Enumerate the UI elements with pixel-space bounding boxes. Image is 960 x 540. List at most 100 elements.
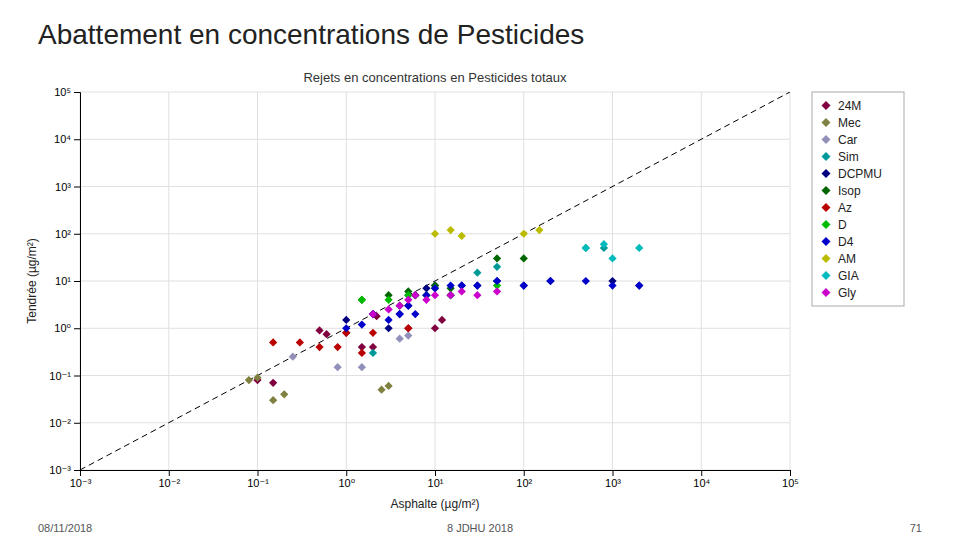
point xyxy=(269,396,277,404)
y-axis-tick: 10⁴ xyxy=(54,133,80,145)
y-axis-tick: 10¹ xyxy=(55,275,80,287)
y-axis-tick: 10⁰ xyxy=(54,322,80,334)
x-axis-tick: 10⁰ xyxy=(338,470,355,489)
y-axis-tick-label: 10⁻¹ xyxy=(49,370,71,382)
series xyxy=(245,374,393,405)
point xyxy=(396,302,404,310)
y-axis-tick-label: 10⁰ xyxy=(54,322,71,334)
point xyxy=(458,287,466,295)
point xyxy=(411,291,419,299)
x-axis-tick: 10⁻³ xyxy=(70,470,92,489)
point xyxy=(396,302,404,310)
point xyxy=(473,269,481,277)
point xyxy=(315,343,323,351)
point xyxy=(411,291,419,299)
point xyxy=(358,296,366,304)
point xyxy=(396,310,404,318)
legend-swatch xyxy=(822,135,831,144)
y-grid-line xyxy=(80,375,790,376)
point xyxy=(411,310,419,318)
y-axis-tick-mark xyxy=(74,92,80,93)
point xyxy=(384,382,392,390)
legend: 24MMecCarSimDCPMUIsopAzDD4AMGIAGly xyxy=(812,92,904,306)
point xyxy=(253,374,261,382)
x-axis-tick-label: 10⁵ xyxy=(782,477,799,489)
point xyxy=(493,277,501,285)
legend-swatch xyxy=(822,118,831,127)
x-axis-tick-mark xyxy=(524,470,525,476)
x-axis-tick: 10⁵ xyxy=(782,470,799,489)
point xyxy=(342,324,350,332)
footer: 71 xyxy=(910,522,922,534)
point xyxy=(635,281,643,289)
point xyxy=(520,281,528,289)
y-axis-tick: 10⁻² xyxy=(49,417,80,429)
point xyxy=(422,296,430,304)
legend-label: Mec xyxy=(838,116,861,130)
x-axis-tick: 10² xyxy=(516,470,532,489)
point xyxy=(447,291,455,299)
y-axis-tick-mark xyxy=(74,281,80,282)
point xyxy=(520,230,528,238)
point xyxy=(493,263,501,271)
point xyxy=(635,281,643,289)
y-axis-line xyxy=(74,93,81,471)
footer: 8 JDHU 2018 xyxy=(447,522,513,534)
point xyxy=(315,326,323,334)
x-axis-tick-label: 10⁻² xyxy=(158,477,180,489)
point xyxy=(608,254,616,262)
y-axis-tick-mark xyxy=(74,470,80,471)
point xyxy=(269,338,277,346)
legend-label: Az xyxy=(838,201,852,215)
point xyxy=(269,379,277,387)
point xyxy=(582,244,590,252)
series xyxy=(289,331,413,371)
reference-line xyxy=(80,92,790,470)
y-axis-tick-label: 10⁵ xyxy=(54,86,71,98)
point xyxy=(296,338,304,346)
y-axis-tick-label: 10⁴ xyxy=(54,133,71,145)
series xyxy=(358,281,501,303)
legend-swatch xyxy=(822,152,831,161)
point xyxy=(431,291,439,299)
footer: 08/11/2018 xyxy=(38,522,92,534)
x-axis-tick-label: 10¹ xyxy=(428,477,444,489)
point xyxy=(322,330,330,338)
series xyxy=(369,287,501,318)
point xyxy=(608,281,616,289)
point xyxy=(404,324,412,332)
y-axis-tick: 10⁻³ xyxy=(49,464,80,476)
plot-area xyxy=(80,92,790,470)
legend-label: Isop xyxy=(838,184,861,198)
legend-swatch xyxy=(822,271,831,280)
legend-swatch xyxy=(822,186,831,195)
legend-swatch xyxy=(822,203,831,212)
legend-label: GIA xyxy=(838,269,859,283)
point xyxy=(447,281,455,289)
y-axis-tick-mark xyxy=(74,139,80,140)
point xyxy=(384,316,392,324)
point xyxy=(369,329,377,337)
point xyxy=(431,230,439,238)
x-axis-tick: 10⁴ xyxy=(693,470,710,489)
series xyxy=(253,312,446,387)
y-axis-tick-label: 10⁻² xyxy=(49,417,71,429)
point xyxy=(582,244,590,252)
point xyxy=(493,287,501,295)
point xyxy=(384,296,392,304)
series xyxy=(269,324,412,357)
legend-swatch xyxy=(822,101,831,110)
y-axis-title: Tendrée (µg/m²) xyxy=(25,238,39,324)
point xyxy=(447,291,455,299)
x-axis-tick: 10⁻² xyxy=(158,470,180,489)
x-axis-line xyxy=(81,471,791,477)
point xyxy=(342,316,350,324)
series xyxy=(342,277,643,332)
series xyxy=(582,240,644,262)
point xyxy=(404,324,412,332)
y-axis: 10⁻³10⁻²10⁻¹10⁰10¹10²10³10⁴10⁵ xyxy=(49,86,80,476)
y-grid-line xyxy=(80,92,790,93)
x-axis-tick-label: 10² xyxy=(516,477,532,489)
point xyxy=(384,324,392,332)
point xyxy=(520,254,528,262)
